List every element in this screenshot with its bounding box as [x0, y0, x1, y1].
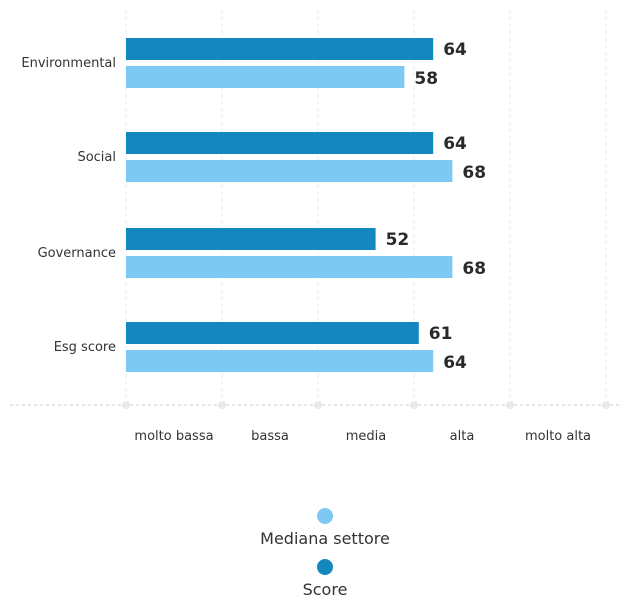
category-label: Esg score [54, 340, 116, 355]
category-label: Governance [38, 246, 116, 261]
data-label-mediana-settore: 68 [462, 259, 486, 279]
data-label-score: 64 [443, 40, 467, 60]
x-axis-dot [122, 401, 130, 409]
x-tick-label: media [346, 429, 387, 444]
data-label-mediana-settore: 58 [414, 69, 438, 89]
data-label-score: 61 [429, 324, 453, 344]
category-label: Social [77, 150, 116, 165]
bar-mediana-settore [126, 256, 453, 278]
x-axis-dot [314, 401, 322, 409]
x-tick-label: bassa [251, 429, 289, 444]
x-axis-dot [602, 401, 610, 409]
bar-score [126, 322, 419, 344]
x-axis-dot [506, 401, 514, 409]
bar-score [126, 228, 376, 250]
category-label: Environmental [21, 56, 116, 71]
data-label-score: 52 [386, 230, 410, 250]
bar-mediana-settore [126, 66, 405, 88]
bar-score [126, 132, 434, 154]
legend-marker [317, 559, 333, 575]
x-tick-label: molto alta [525, 429, 591, 444]
legend-label: Score [303, 580, 348, 599]
legend-label: Mediana settore [260, 529, 390, 548]
data-label-score: 64 [443, 134, 467, 154]
bar-score [126, 38, 434, 60]
x-tick-label: molto bassa [134, 429, 213, 444]
bar-mediana-settore [126, 160, 453, 182]
bar-mediana-settore [126, 350, 434, 372]
data-label-mediana-settore: 68 [462, 163, 486, 183]
data-label-mediana-settore: 64 [443, 353, 467, 373]
legend-marker [317, 508, 333, 524]
x-axis-dot [410, 401, 418, 409]
x-tick-label: alta [450, 429, 475, 444]
x-axis-dot [218, 401, 226, 409]
